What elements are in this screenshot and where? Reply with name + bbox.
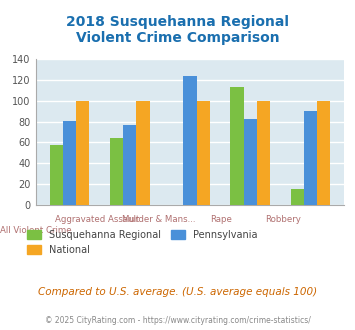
Bar [230, 87, 244, 205]
Bar [317, 101, 330, 205]
Bar [290, 189, 304, 205]
Bar [110, 138, 123, 205]
Bar [183, 76, 197, 205]
Text: Robbery: Robbery [264, 214, 301, 223]
Bar [244, 118, 257, 205]
Bar [63, 120, 76, 205]
Bar [197, 101, 210, 205]
Legend: Susquehanna Regional, National, Pennsylvania: Susquehanna Regional, National, Pennsylv… [23, 226, 261, 259]
Bar [123, 125, 136, 205]
Text: Rape: Rape [210, 214, 232, 223]
Text: All Violent Crime: All Violent Crime [0, 226, 71, 235]
Text: © 2025 CityRating.com - https://www.cityrating.com/crime-statistics/: © 2025 CityRating.com - https://www.city… [45, 315, 310, 325]
Text: Murder & Mans...: Murder & Mans... [122, 214, 196, 223]
Bar [136, 101, 149, 205]
Text: Aggravated Assault: Aggravated Assault [55, 214, 140, 223]
Bar [50, 146, 63, 205]
Bar [76, 101, 89, 205]
Text: 2018 Susquehanna Regional
Violent Crime Comparison: 2018 Susquehanna Regional Violent Crime … [66, 15, 289, 45]
Bar [257, 101, 270, 205]
Text: Compared to U.S. average. (U.S. average equals 100): Compared to U.S. average. (U.S. average … [38, 287, 317, 297]
Bar [304, 111, 317, 205]
